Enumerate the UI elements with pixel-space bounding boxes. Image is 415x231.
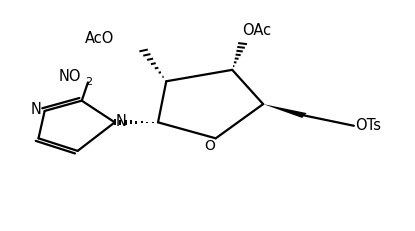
Text: NO: NO (59, 69, 82, 84)
Polygon shape (263, 104, 307, 118)
Text: OAc: OAc (242, 23, 272, 38)
Text: N: N (30, 102, 42, 117)
Text: 2: 2 (85, 77, 92, 87)
Text: N: N (116, 114, 127, 129)
Text: OTs: OTs (355, 118, 381, 133)
Text: O: O (204, 139, 215, 153)
Text: AcO: AcO (85, 31, 115, 46)
